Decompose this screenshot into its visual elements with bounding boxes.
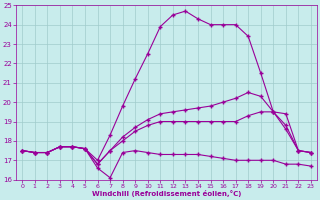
X-axis label: Windchill (Refroidissement éolien,°C): Windchill (Refroidissement éolien,°C): [92, 190, 241, 197]
